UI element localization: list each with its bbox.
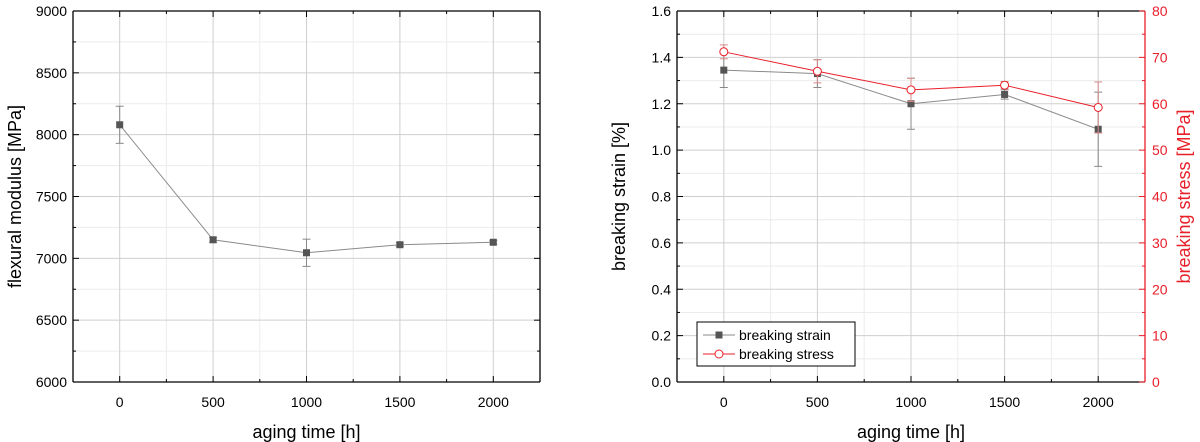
y-tick-label: 1.6 bbox=[652, 3, 672, 19]
y-tick-label: 0.2 bbox=[652, 328, 672, 344]
data-point bbox=[906, 85, 916, 95]
x-tick-label: 2000 bbox=[478, 394, 509, 410]
y-tick-label: 8500 bbox=[36, 65, 67, 81]
legend-item: breaking stress bbox=[703, 346, 834, 362]
x-tick-label: 1500 bbox=[384, 394, 415, 410]
y-right-tick-label: 40 bbox=[1152, 189, 1168, 205]
y-right-tick-label: 60 bbox=[1152, 96, 1168, 112]
data-point bbox=[719, 47, 729, 57]
chart-1: 0 500 1000 1500 2000 6000 6500 7000 7500 8000 8500… bbox=[5, 3, 541, 442]
data-point bbox=[209, 236, 217, 244]
data-point bbox=[489, 238, 497, 246]
x-axis-label: aging time [h] bbox=[252, 422, 360, 442]
y-right-tick-label: 10 bbox=[1152, 328, 1168, 344]
data-point bbox=[116, 121, 124, 129]
x-axis-label: aging time [h] bbox=[857, 422, 965, 442]
legend-label: breaking stress bbox=[739, 346, 834, 362]
data-point bbox=[720, 66, 728, 74]
y-tick-label: 6000 bbox=[36, 374, 67, 390]
y-right-tick-label: 70 bbox=[1152, 49, 1168, 65]
series-2 bbox=[719, 44, 1103, 134]
x-tick-label: 0 bbox=[116, 394, 124, 410]
data-point bbox=[396, 241, 404, 249]
y-right-tick-label: 50 bbox=[1152, 142, 1168, 158]
x-tick-label: 1000 bbox=[291, 394, 322, 410]
y-right-axis-label: breaking stress [MPa] bbox=[1174, 109, 1194, 283]
data-point bbox=[1000, 80, 1010, 90]
y-right-tick-label: 80 bbox=[1152, 3, 1168, 19]
x-tick-label: 1500 bbox=[989, 394, 1020, 410]
y-tick-label: 9000 bbox=[36, 3, 67, 19]
data-point bbox=[1001, 90, 1009, 98]
legend-box bbox=[696, 321, 856, 367]
x-tick-label: 500 bbox=[806, 394, 830, 410]
data-point bbox=[1093, 102, 1103, 112]
y-axis-label: breaking strain [%] bbox=[609, 122, 629, 271]
legend-marker bbox=[715, 331, 723, 339]
y-tick-label: 1.0 bbox=[652, 142, 672, 158]
legend-item: breaking strain bbox=[703, 327, 831, 343]
x-tick-label: 1000 bbox=[895, 394, 926, 410]
y-axis-label: flexural modulus [MPa] bbox=[5, 105, 25, 288]
legend-label: breaking strain bbox=[739, 327, 831, 343]
y-tick-label: 8000 bbox=[36, 127, 67, 143]
y-right-tick-label: 30 bbox=[1152, 235, 1168, 251]
y-tick-label: 0.8 bbox=[652, 189, 672, 205]
legend-marker bbox=[714, 349, 724, 359]
chart-2: 0 500 1000 1500 20000.00.20.40.60.81.01.21.4… bbox=[609, 3, 1194, 442]
y-tick-label: 1.4 bbox=[652, 49, 672, 65]
data-point bbox=[907, 100, 915, 108]
y-tick-label: 0.6 bbox=[652, 235, 672, 251]
y-tick-label: 0.4 bbox=[652, 281, 672, 297]
x-tick-label: 0 bbox=[720, 394, 728, 410]
y-tick-label: 0.0 bbox=[652, 374, 672, 390]
data-point bbox=[303, 249, 310, 257]
series-1 bbox=[115, 105, 498, 267]
x-tick-label: 500 bbox=[201, 394, 225, 410]
y-tick-label: 1.2 bbox=[652, 96, 672, 112]
y-right-tick-label: 0 bbox=[1152, 374, 1160, 390]
legend: breaking strain breaking stress bbox=[696, 321, 856, 367]
y-right-tick-label: 20 bbox=[1152, 281, 1168, 297]
y-tick-label: 6500 bbox=[36, 312, 67, 328]
y-tick-label: 7000 bbox=[36, 250, 67, 266]
y-tick-label: 7500 bbox=[36, 189, 67, 205]
data-point bbox=[812, 66, 822, 76]
x-tick-label: 2000 bbox=[1083, 394, 1114, 410]
